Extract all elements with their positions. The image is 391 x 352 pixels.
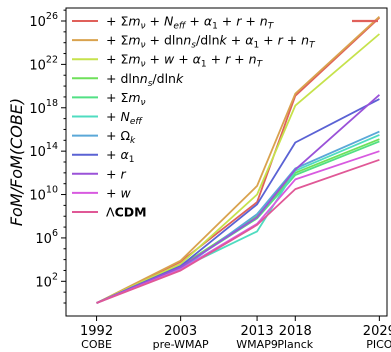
series-line-3 [96,33,380,304]
legend: + Σmν + Neff + α1 + r + nT+ Σmν + dlnns/… [72,14,378,220]
legend-label-2: + Σmν + dlnns/dlnk + α1 + r + nT [106,33,316,51]
x-tick-label: 2013 [241,324,274,339]
legend-label-1: + Σmν + Neff + α1 + r + nT [106,14,275,32]
legend-label-7: + Ωk [106,128,136,146]
legend-label-3: + Σmν + w + α1 + r + nT [106,52,264,70]
legend-label-9: + r [106,166,126,181]
legend-label-6: + Neff [106,109,143,127]
y-tick-label: 1010 [29,185,58,204]
series-line-2 [96,16,381,304]
legend-label-11: ΛCDM [106,205,147,220]
x-tick-sublabel: WMAP9 [236,338,278,351]
y-axis-label: FoM/FoM(COBE) [7,98,26,226]
x-tick-sublabel: COBE [81,338,112,351]
y-tick-label: 1026 [29,11,58,30]
y-axis-title: FoM/FoM(COBE) [7,98,26,226]
x-tick-label: 1992 [80,324,113,339]
y-tick-label: 1018 [29,98,58,117]
x-tick-sublabel: Planck [277,338,313,351]
legend-label-5: + Σmν [106,90,146,108]
y-tick-label: 1014 [29,141,58,160]
legend-label-8: + α1 [106,147,134,165]
series-line-9 [96,94,380,304]
x-tick-label: 2003 [164,324,197,339]
legend-label-4: + dlnns/dlnk [106,71,184,89]
y-tick-label: 102 [35,271,58,290]
x-tick-sublabel: pre-WMAP [153,338,209,351]
x-tick-label: 2018 [279,324,312,339]
series-lines [96,16,381,304]
legend-label-10: + w [106,185,131,200]
y-tick-label: 1022 [29,54,58,73]
y-tick-label: 106 [35,228,58,247]
series-line-8 [96,98,380,304]
x-tick-sublabel: PICO [366,338,391,351]
series-line-4 [96,138,380,304]
x-tick-label: 2029 [363,324,391,339]
series-line-11 [96,158,380,304]
